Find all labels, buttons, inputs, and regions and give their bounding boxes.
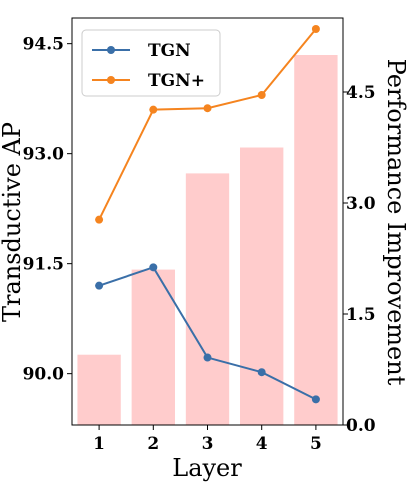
point-tgn-plus-layer-2 (149, 105, 158, 114)
x-axis-ticks: 1 2 3 4 5 (93, 425, 322, 454)
left-axis-ticks: 90.0 91.5 93.0 94.5 (23, 35, 72, 385)
legend: TGN TGN+ (81, 29, 221, 97)
right-tick-label: 3.0 (346, 194, 376, 214)
left-tick-label: 91.5 (23, 255, 64, 275)
point-tgn-plus-layer-5 (311, 25, 320, 33)
x-tick-label: 2 (147, 434, 159, 454)
point-tgn-plus-layer-3 (203, 104, 212, 113)
point-tgn-layer-5 (311, 395, 320, 404)
x-axis-label: Layer (172, 454, 242, 482)
bar-layer-2 (131, 269, 175, 425)
point-tgn-layer-4 (257, 368, 266, 377)
point-tgn-plus-layer-4 (257, 91, 266, 99)
legend-tgn-plus-marker (107, 76, 115, 84)
x-tick-label: 5 (310, 434, 322, 454)
legend-tgn-plus-label: TGN+ (148, 71, 205, 91)
right-axis-ticks: 0.0 1.5 3.0 4.5 (343, 83, 376, 436)
right-tick-label: 4.5 (346, 83, 376, 103)
bars-layer (77, 55, 338, 425)
left-tick-label: 90.0 (23, 365, 65, 385)
x-tick-label: 1 (93, 434, 105, 454)
x-tick-label: 3 (202, 434, 214, 454)
lines-layer (95, 25, 320, 404)
point-tgn-layer-3 (203, 353, 212, 362)
legend-tgn-label: TGN (148, 41, 191, 61)
bar-layer-5 (294, 55, 338, 425)
left-tick-label: 94.5 (23, 35, 64, 55)
right-tick-label: 0.0 (346, 416, 376, 436)
bar-layer-1 (77, 354, 121, 425)
left-tick-label: 93.0 (23, 145, 65, 165)
point-tgn-plus-layer-1 (95, 215, 104, 224)
point-tgn-layer-2 (149, 263, 158, 272)
bar-layer-3 (185, 173, 230, 425)
legend-tgn-marker (107, 46, 115, 54)
right-tick-label: 1.5 (346, 305, 376, 325)
y-axis-left-label: Transductive AP (0, 122, 26, 322)
point-tgn-layer-1 (95, 281, 104, 290)
x-tick-label: 4 (256, 434, 268, 454)
bar-layer-4 (240, 147, 284, 425)
y-axis-right-label: Performance Improvement (382, 59, 407, 386)
